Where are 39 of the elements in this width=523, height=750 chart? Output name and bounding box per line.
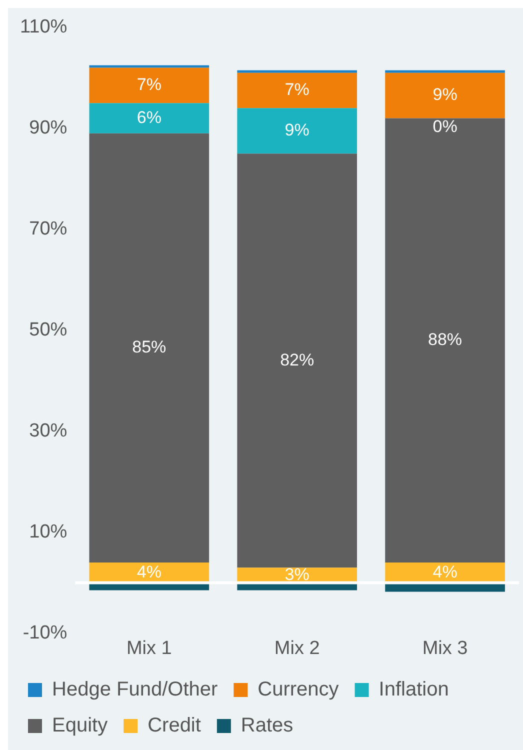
y-tick-label: 90% <box>29 118 68 139</box>
bar <box>237 70 358 73</box>
legend-label: Currency <box>258 678 339 701</box>
bar <box>89 68 210 104</box>
data-label: 82% <box>280 350 314 370</box>
data-label: 0% <box>432 116 458 136</box>
bar <box>89 65 210 68</box>
data-label: 9% <box>432 85 458 104</box>
data-label: 7% <box>284 80 310 100</box>
data-label: 7% <box>136 75 162 94</box>
y-tick-label: 50% <box>29 320 68 341</box>
x-tick-label: Mix 3 <box>422 638 468 659</box>
y-tick-label: 30% <box>29 420 68 442</box>
data-label: 88% <box>428 330 462 350</box>
bar <box>385 70 505 73</box>
legend-label: Rates <box>240 714 294 737</box>
data-label: 4% <box>136 562 162 582</box>
y-tick-label: 110% <box>20 16 68 38</box>
data-label: 3% <box>284 564 310 584</box>
bar <box>237 108 358 154</box>
bar <box>385 72 505 118</box>
legend-label: Credit <box>148 714 202 737</box>
bar <box>237 154 358 568</box>
bar <box>237 72 358 108</box>
x-tick-label: Mix 1 <box>126 638 172 659</box>
bar <box>89 133 210 563</box>
x-tick-label: Mix 2 <box>274 638 320 659</box>
legend-label: Inflation <box>378 678 449 701</box>
y-tick-label: 10% <box>29 521 68 542</box>
y-tick-label: 70% <box>29 218 68 240</box>
legend-label: Hedge Fund/Other <box>52 678 218 701</box>
data-label: 4% <box>432 562 458 582</box>
data-label: 6% <box>136 108 162 127</box>
data-label: 85% <box>132 338 166 357</box>
y-tick-label: -10% <box>22 622 68 644</box>
bar <box>385 118 505 563</box>
bar <box>89 103 210 134</box>
legend-label: Equity <box>52 714 108 737</box>
data-label: 9% <box>284 120 310 140</box>
